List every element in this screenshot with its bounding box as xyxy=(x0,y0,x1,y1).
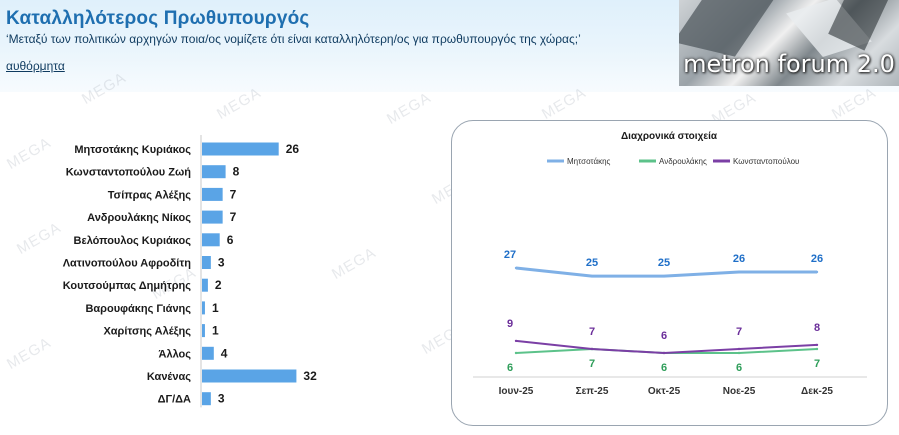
x-tick-label: Ιουν-25 xyxy=(499,386,534,397)
bar-value-label: 3 xyxy=(218,256,225,270)
data-label: 6 xyxy=(661,330,667,342)
bar xyxy=(202,369,297,383)
bar-value-label: 1 xyxy=(212,301,219,315)
bar-value-label: 26 xyxy=(286,142,300,156)
data-point xyxy=(815,343,819,347)
bar-value-label: 7 xyxy=(230,210,237,224)
data-label: 6 xyxy=(507,362,513,374)
data-point xyxy=(514,351,518,355)
bar-category-label: Άλλος xyxy=(159,348,192,360)
data-label: 27 xyxy=(504,249,516,261)
bar-value-label: 3 xyxy=(218,392,225,406)
data-point xyxy=(514,266,518,270)
bar-value-label: 7 xyxy=(230,187,237,201)
bar-category-label: Λατινοπούλου Αφροδίτη xyxy=(63,258,192,270)
data-label: 7 xyxy=(736,326,742,338)
bar xyxy=(202,392,211,406)
data-label: 26 xyxy=(733,253,745,265)
bar-value-label: 6 xyxy=(227,233,234,247)
bar xyxy=(202,346,214,360)
series-line xyxy=(515,266,817,278)
bar-category-label: Μητσοτάκης Κυριάκος xyxy=(74,144,191,156)
data-label: 25 xyxy=(586,257,598,269)
bar-category-label: Κωνσταντοπούλου Ζωή xyxy=(66,167,192,179)
data-label: 7 xyxy=(589,358,595,370)
bar-category-label: Βαρουφάκης Γιάνης xyxy=(85,303,191,315)
data-label: 7 xyxy=(814,358,820,370)
data-point xyxy=(514,339,518,343)
legend-label: Κωνσταντοπούλου xyxy=(733,157,799,166)
line-chart: Διαχρονικά στοιχεία Μητσοτάκης Ανδρουλάκης… xyxy=(473,131,867,397)
survey-method: αυθόρμητα xyxy=(6,59,65,73)
data-point xyxy=(737,351,741,355)
x-tick-label: Νοε-25 xyxy=(723,386,756,397)
bar-category-label: Χαρίτσης Αλέξης xyxy=(103,326,191,338)
bar-category-label: ΔΓ/ΔΑ xyxy=(158,394,191,406)
data-label: 7 xyxy=(589,326,595,338)
data-point xyxy=(590,274,594,278)
watermark-text: MEGA xyxy=(383,89,435,128)
bar-category-label: Ανδρουλάκης Νίκος xyxy=(87,212,191,224)
x-tick-label: Οκτ-25 xyxy=(648,386,681,397)
data-label: 8 xyxy=(814,322,820,334)
legend-label: Ανδρουλάκης xyxy=(659,157,707,166)
data-point xyxy=(737,347,741,351)
bar xyxy=(202,301,205,315)
page-title: Καταλληλότερος Πρωθυπουργός xyxy=(6,8,310,29)
bar xyxy=(202,278,208,292)
bar-value-label: 8 xyxy=(233,165,240,179)
bar xyxy=(202,324,205,338)
bar xyxy=(202,165,226,179)
data-label: 26 xyxy=(811,253,823,265)
bar-category-label: Κανένας xyxy=(147,371,191,383)
bar-category-label: Κουτσούμπας Δημήτρης xyxy=(63,280,192,292)
data-label: 6 xyxy=(661,362,667,374)
metron-forum-logo: metron forum 2.0 xyxy=(679,0,899,86)
bar-value-label: 2 xyxy=(215,278,222,292)
bar-value-label: 1 xyxy=(212,324,219,338)
data-label: 25 xyxy=(658,257,670,269)
x-tick-label: Σεπ-25 xyxy=(576,386,609,397)
bar-category-label: Τσίπρας Αλέξης xyxy=(108,189,191,201)
bar xyxy=(202,142,279,156)
bar xyxy=(202,187,223,201)
data-point xyxy=(662,274,666,278)
bar xyxy=(202,256,211,269)
data-point xyxy=(815,270,819,274)
line-chart-title: Διαχρονικά στοιχεία xyxy=(621,131,718,142)
data-point xyxy=(662,351,666,355)
legend-label: Μητσοτάκης xyxy=(567,157,611,166)
x-tick-label: Δεκ-25 xyxy=(801,386,833,397)
bar xyxy=(202,233,220,247)
survey-question: ‘Μεταξύ των πολιτικών αρχηγών ποια/ος νο… xyxy=(6,32,581,46)
data-label: 6 xyxy=(736,362,742,374)
data-point xyxy=(590,347,594,351)
bar xyxy=(202,210,223,224)
logo-text: metron forum 2.0 xyxy=(683,50,895,78)
data-point xyxy=(737,270,741,274)
bar-category-label: Βελόπουλος Κυριάκος xyxy=(74,235,192,247)
bar-value-label: 32 xyxy=(303,369,317,383)
data-label: 9 xyxy=(507,318,513,330)
data-point xyxy=(815,347,819,351)
bar-value-label: 4 xyxy=(221,346,228,360)
